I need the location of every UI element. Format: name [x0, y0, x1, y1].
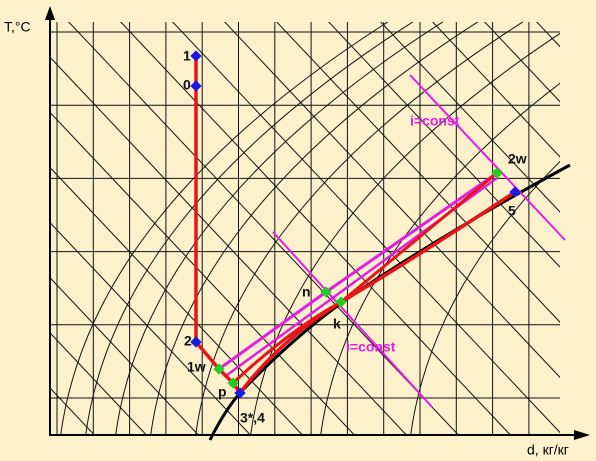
point-label: 5 [508, 203, 516, 219]
point-marker [509, 186, 521, 198]
enthalpy-line [276, 22, 560, 323]
enthalpy-line [50, 111, 356, 435]
point-label: 1w [187, 359, 206, 375]
enthalpy-line [50, 332, 148, 435]
point-marker [190, 50, 202, 62]
humidity-curve [150, 22, 479, 435]
enthalpy-line [172, 22, 560, 434]
x-axis-label: d, кг/кг [527, 442, 569, 458]
point-label: 0 [183, 77, 191, 93]
annotation: i=const [410, 113, 460, 129]
enthalpy-line [328, 22, 560, 268]
enthalpy-line [50, 56, 408, 435]
y-arrow [45, 6, 55, 20]
const-i-line [409, 74, 566, 241]
point-label: 3*,4 [240, 410, 265, 426]
enthalpy-line [224, 22, 560, 379]
point-label: p [218, 384, 227, 400]
humidity-curve [410, 160, 560, 435]
process-line [231, 171, 498, 385]
humidity-curve [195, 22, 524, 435]
x-arrow [574, 430, 590, 440]
point-marker [213, 363, 225, 375]
point-marker [320, 286, 332, 298]
point-marker [234, 387, 246, 399]
point-label: 2 [184, 333, 192, 349]
enthalpy-line [432, 22, 560, 158]
enthalpy-line [50, 387, 96, 435]
enthalpy-line [50, 276, 200, 435]
point-marker [491, 167, 503, 179]
point-marker [190, 336, 202, 348]
y-axis-label: T,°C [4, 19, 31, 35]
humidity-curve [250, 33, 560, 435]
point-label: k [333, 316, 341, 332]
humidity-curve [320, 82, 560, 435]
point-label: 2w [508, 151, 527, 167]
enthalpy-line [380, 22, 560, 213]
point-label: 1 [183, 48, 191, 64]
points: 1 0 2 1w p 3*,4 n k 2w 5 [183, 48, 527, 426]
point-label: n [302, 284, 311, 300]
enthalpy-line [50, 166, 304, 435]
humidity-curve [60, 22, 389, 435]
humidity-curve [85, 22, 414, 435]
point-marker [227, 377, 239, 389]
enthalpy-line [120, 22, 512, 435]
enthalpy-line [484, 22, 560, 103]
const-i-line [272, 231, 433, 408]
point-marker [335, 296, 347, 308]
enthalpy-line [50, 221, 252, 435]
humidity-curve [115, 22, 444, 435]
annotation: i=const [346, 339, 396, 355]
